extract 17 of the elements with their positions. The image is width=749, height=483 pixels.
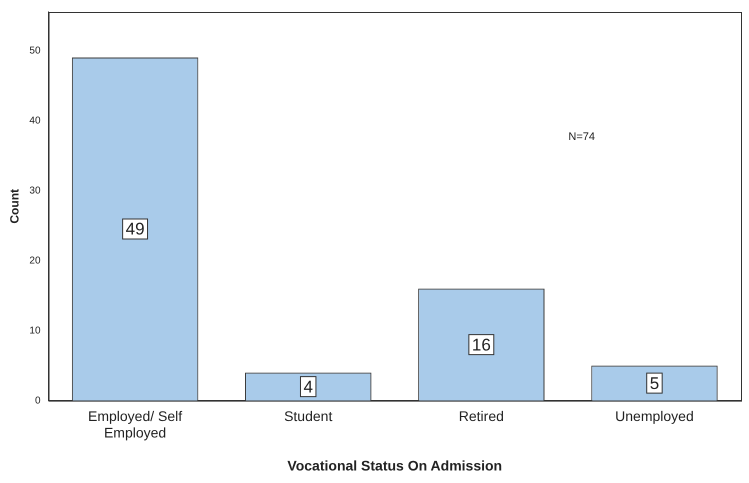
data-label: 5	[650, 374, 660, 393]
y-tick-label: 50	[29, 45, 41, 56]
y-tick-label: 10	[29, 325, 41, 336]
x-tick-label: Employed/ Self Employed	[88, 408, 182, 441]
x-tick-label: Retired	[458, 408, 504, 424]
data-label: 4	[303, 377, 313, 396]
y-tick-label: 20	[29, 255, 41, 266]
data-label: 16	[472, 335, 491, 354]
x-axis-title: Vocational Status On Admission	[287, 457, 502, 474]
data-label: 49	[126, 220, 145, 239]
x-tick-label: Student	[284, 408, 332, 424]
annotation: N=74	[568, 131, 596, 144]
x-tick-label: Unemployed	[615, 408, 694, 424]
y-tick-label: 40	[29, 115, 41, 126]
y-tick-label: 0	[34, 395, 41, 406]
y-axis-title: Count	[8, 188, 22, 224]
y-tick-label: 30	[29, 185, 41, 196]
